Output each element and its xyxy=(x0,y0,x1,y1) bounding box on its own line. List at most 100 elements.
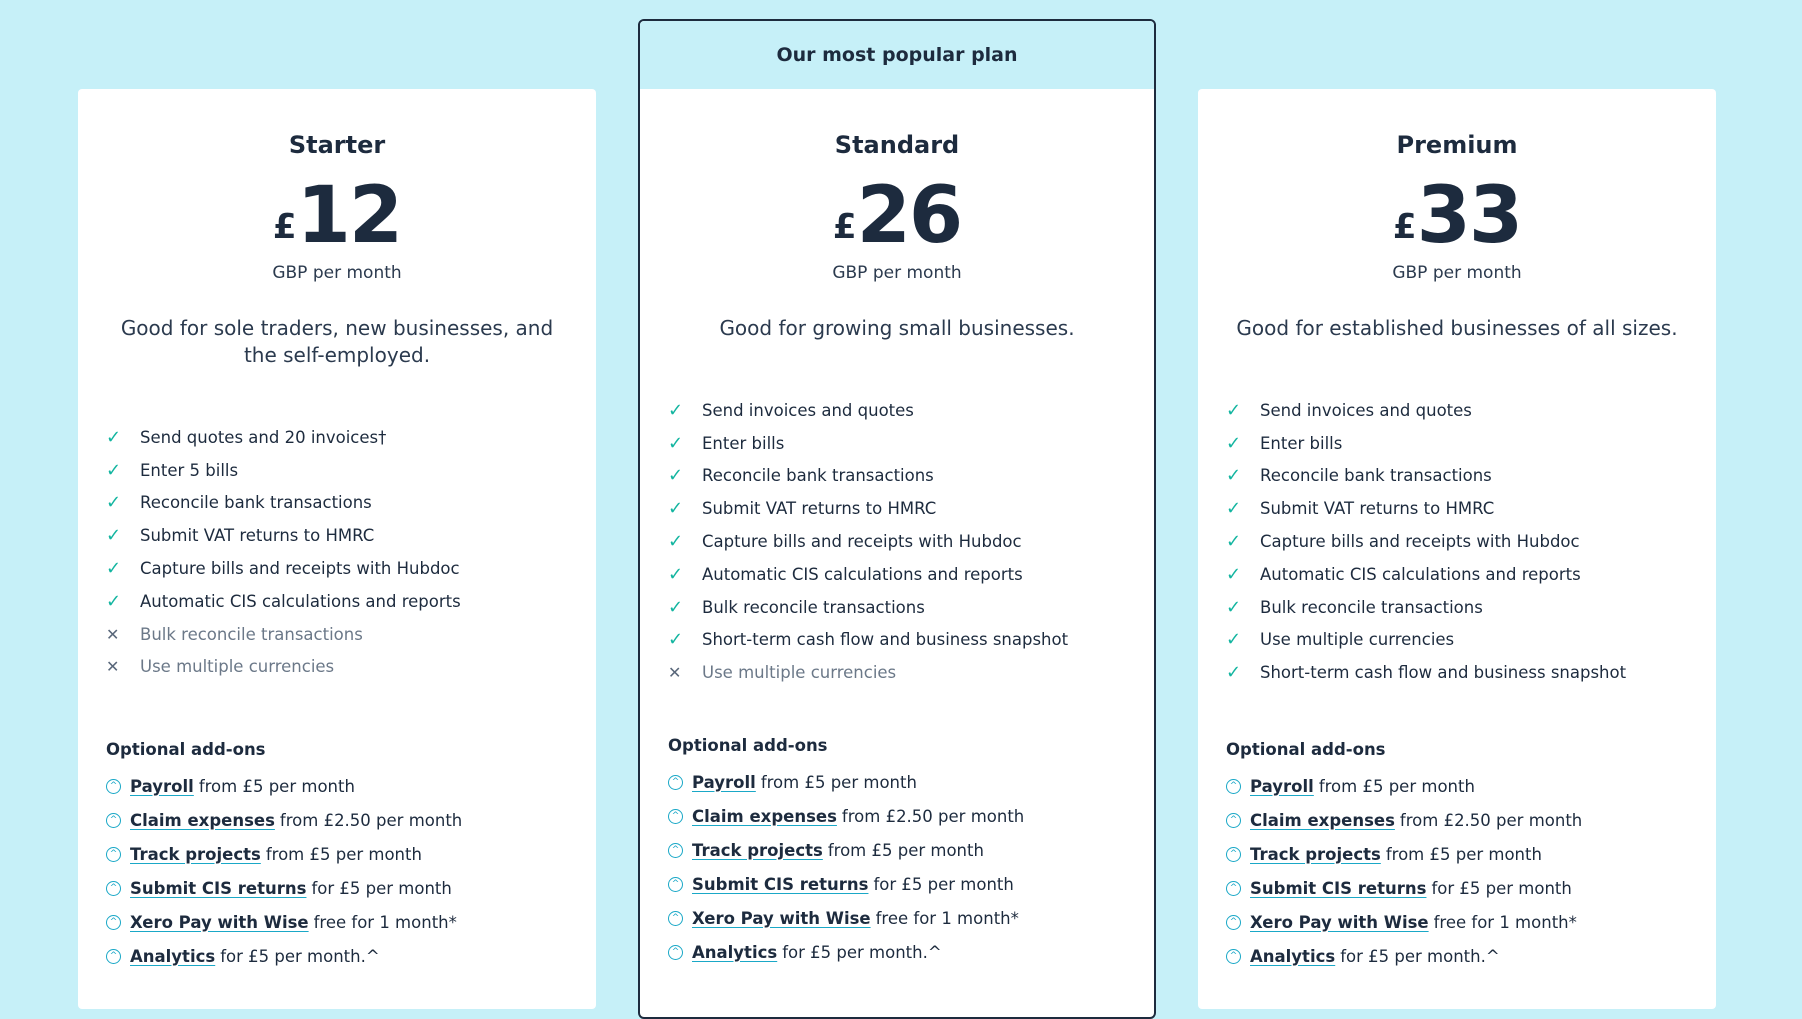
addon-price-text: free for 1 month* xyxy=(313,912,457,932)
chevron-up-circle-icon[interactable]: ^ xyxy=(668,910,683,926)
feature-text: Submit VAT returns to HMRC xyxy=(702,499,937,519)
feature-text: Submit VAT returns to HMRC xyxy=(140,526,375,546)
addon-link[interactable]: Payroll xyxy=(130,776,194,796)
addon-link[interactable]: Payroll xyxy=(692,772,756,792)
addon-link[interactable]: Claim expenses xyxy=(692,806,837,826)
feature-item: ✓ Enter 5 bills xyxy=(106,454,576,487)
addon-link[interactable]: Track projects xyxy=(1250,844,1381,864)
addon-link[interactable]: Payroll xyxy=(1250,776,1314,796)
addon-price-text: for £5 per month xyxy=(873,874,1014,894)
chevron-up-circle-icon[interactable]: ^ xyxy=(668,876,683,892)
addon-price-text: for £5 per month.^ xyxy=(220,946,380,966)
feature-item: ✓ Use multiple currencies xyxy=(1226,624,1696,657)
addon-link[interactable]: Xero Pay with Wise xyxy=(692,908,871,928)
check-icon: ✓ xyxy=(1226,432,1242,454)
addon-link[interactable]: Analytics xyxy=(130,946,216,966)
feature-text: Use multiple currencies xyxy=(1260,630,1455,650)
feature-item: ✓ Reconcile bank transactions xyxy=(668,460,1134,493)
feature-item: ✕ Use multiple currencies xyxy=(668,656,1134,689)
check-icon: ✓ xyxy=(1226,498,1242,520)
plan-price: £12 xyxy=(78,171,596,261)
addon-link[interactable]: Xero Pay with Wise xyxy=(1250,912,1429,932)
plan-price: £33 xyxy=(1198,171,1716,261)
feature-text: Reconcile bank transactions xyxy=(1260,466,1492,486)
chevron-up-circle-icon[interactable]: ^ xyxy=(1226,778,1241,794)
chevron-up-circle-icon[interactable]: ^ xyxy=(106,914,121,930)
price-period: GBP per month xyxy=(1392,263,1522,283)
feature-text: Submit VAT returns to HMRC xyxy=(1260,499,1495,519)
plan-card-standard: Our most popular plan Standard £26 GBP per… xyxy=(638,19,1156,1019)
chevron-up-circle-icon[interactable]: ^ xyxy=(1226,948,1241,964)
chevron-up-circle-icon[interactable]: ^ xyxy=(106,948,121,964)
addon-link[interactable]: Claim expenses xyxy=(1250,810,1395,830)
check-icon: ✓ xyxy=(668,432,684,454)
addon-link[interactable]: Analytics xyxy=(1250,946,1336,966)
feature-text: Capture bills and receipts with Hubdoc xyxy=(140,559,460,579)
chevron-up-circle-icon[interactable]: ^ xyxy=(1226,880,1241,896)
addons-heading: Optional add-ons xyxy=(106,740,266,759)
cross-icon: ✕ xyxy=(106,624,120,644)
feature-item: ✕ Bulk reconcile transactions xyxy=(106,618,576,651)
feature-item: ✓ Submit VAT returns to HMRC xyxy=(106,519,576,552)
addon-item: ^ Payroll from £5 per month xyxy=(106,769,576,803)
addon-link[interactable]: Xero Pay with Wise xyxy=(130,912,309,932)
addon-price-text: from £2.50 per month xyxy=(279,810,463,830)
check-icon: ✓ xyxy=(1226,531,1242,553)
feature-text: Automatic CIS calculations and reports xyxy=(702,564,1023,584)
addon-link[interactable]: Submit CIS returns xyxy=(692,874,869,894)
chevron-up-circle-icon[interactable]: ^ xyxy=(1226,914,1241,930)
currency-symbol: £ xyxy=(832,207,857,247)
chevron-up-circle-icon[interactable]: ^ xyxy=(668,842,683,858)
feature-item: ✓ Bulk reconcile transactions xyxy=(1226,591,1696,624)
addons-heading: Optional add-ons xyxy=(1226,740,1386,759)
plan-card-starter: Starter £12 GBP per month Good for sole tra… xyxy=(78,89,596,1009)
feature-text: Reconcile bank transactions xyxy=(702,466,934,486)
check-icon: ✓ xyxy=(1226,465,1242,487)
check-icon: ✓ xyxy=(1226,662,1242,684)
chevron-up-circle-icon[interactable]: ^ xyxy=(668,774,683,790)
chevron-up-circle-icon[interactable]: ^ xyxy=(106,846,121,862)
plan-name: Starter xyxy=(288,131,386,159)
chevron-up-circle-icon[interactable]: ^ xyxy=(1226,812,1241,828)
check-icon: ✓ xyxy=(1226,563,1242,585)
chevron-up-circle-icon[interactable]: ^ xyxy=(106,880,121,896)
chevron-up-circle-icon[interactable]: ^ xyxy=(668,944,683,960)
addon-link[interactable]: Claim expenses xyxy=(130,810,275,830)
addon-item: ^ Submit CIS returns for £5 per month xyxy=(106,871,576,905)
addon-item: ^ Xero Pay with Wise free for 1 month* xyxy=(668,901,1134,935)
addon-price-text: free for 1 month* xyxy=(1433,912,1577,932)
feature-text: Bulk reconcile transactions xyxy=(702,597,925,617)
addon-link[interactable]: Submit CIS returns xyxy=(1250,878,1427,898)
addon-link[interactable]: Analytics xyxy=(692,942,778,962)
chevron-up-circle-icon[interactable]: ^ xyxy=(106,812,121,828)
check-icon: ✓ xyxy=(106,590,122,612)
cross-icon: ✕ xyxy=(668,663,682,683)
feature-item: ✓ Capture bills and receipts with Hubdoc xyxy=(668,525,1134,558)
feature-item: ✓ Enter bills xyxy=(1226,427,1696,460)
price-amount: 26 xyxy=(856,171,964,261)
chevron-up-circle-icon[interactable]: ^ xyxy=(1226,846,1241,862)
feature-item: ✓ Send invoices and quotes xyxy=(668,394,1134,427)
check-icon: ✓ xyxy=(668,629,684,651)
addon-price-text: for £5 per month xyxy=(311,878,452,898)
addon-link[interactable]: Submit CIS returns xyxy=(130,878,307,898)
feature-list: ✓ Send quotes and 20 invoices† ✓ Enter 5 bi… xyxy=(106,421,576,683)
check-icon: ✓ xyxy=(106,492,122,514)
price-amount: 12 xyxy=(296,171,404,261)
feature-item: ✓ Reconcile bank transactions xyxy=(1226,460,1696,493)
addon-link[interactable]: Track projects xyxy=(692,840,823,860)
chevron-up-circle-icon[interactable]: ^ xyxy=(668,808,683,824)
feature-text: Send invoices and quotes xyxy=(702,400,914,420)
check-icon: ✓ xyxy=(1226,596,1242,618)
feature-text: Send quotes and 20 invoices† xyxy=(140,427,387,447)
feature-item: ✓ Automatic CIS calculations and reports xyxy=(106,585,576,618)
check-icon: ✓ xyxy=(668,531,684,553)
chevron-up-circle-icon[interactable]: ^ xyxy=(106,778,121,794)
cross-icon: ✕ xyxy=(106,657,120,677)
feature-item: ✓ Automatic CIS calculations and reports xyxy=(1226,558,1696,591)
addon-item: ^ Claim expenses from £2.50 per month xyxy=(668,799,1134,833)
check-icon: ✓ xyxy=(106,459,122,481)
addon-link[interactable]: Track projects xyxy=(130,844,261,864)
feature-item: ✕ Use multiple currencies xyxy=(106,651,576,684)
addon-item: ^ Analytics for £5 per month.^ xyxy=(106,939,576,973)
